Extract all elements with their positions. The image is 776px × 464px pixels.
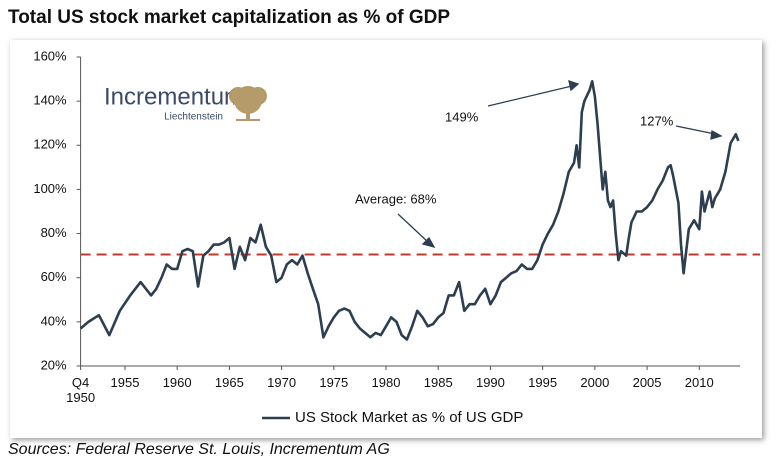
x-tick-label: 1955 — [110, 375, 140, 390]
x-tick-label: 1960 — [162, 375, 192, 390]
y-tick-label: 100% — [33, 181, 67, 196]
y-tick-label: 80% — [41, 225, 67, 240]
x-tick-label: 1975 — [319, 375, 349, 390]
annotation: Average: 68% — [355, 191, 437, 206]
chart-title: Total US stock market capitalization as … — [8, 7, 450, 28]
x-tick-label: 1970 — [267, 375, 297, 390]
x-tick-label: 1995 — [528, 375, 558, 390]
logo-tree — [229, 86, 267, 121]
x-tick-label: Q4 1950 — [66, 375, 96, 405]
logo-name: Incrementum — [104, 83, 244, 110]
y-tick-label: 20% — [41, 357, 67, 372]
x-tick-label: 2005 — [632, 375, 662, 390]
source: Sources: Federal Reserve St. Louis, Incr… — [8, 441, 390, 458]
logo-subtitle: Liechtenstein — [164, 112, 223, 123]
annotation-arrows — [397, 80, 723, 249]
x-tick-label: 1965 — [214, 375, 244, 390]
annotation: 127% — [640, 113, 674, 128]
y-tick-label: 160% — [33, 48, 67, 63]
data-line — [79, 80, 740, 341]
y-tick-label: 40% — [41, 313, 67, 328]
x-tick-label: 1990 — [475, 375, 505, 390]
annotation: 149% — [445, 109, 479, 124]
x-tick-label: 2000 — [580, 375, 610, 390]
x-tick-label: 1980 — [371, 375, 401, 390]
x-tick-label: 1985 — [423, 375, 453, 390]
y-tick-label: 140% — [33, 93, 67, 108]
chart-frame — [10, 40, 762, 438]
legend-label: US Stock Market as % of US GDP — [295, 409, 523, 426]
y-tick-label: 60% — [41, 269, 67, 284]
y-tick-label: 120% — [33, 137, 67, 152]
x-tick-label: 2010 — [684, 375, 714, 390]
